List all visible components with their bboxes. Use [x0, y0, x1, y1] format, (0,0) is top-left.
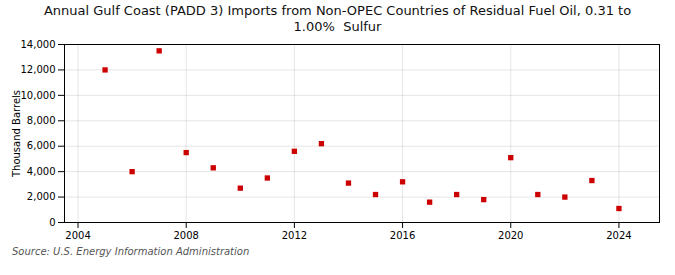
- svg-text:2008: 2008: [173, 230, 198, 241]
- svg-text:2016: 2016: [390, 230, 415, 241]
- svg-text:2020: 2020: [498, 230, 523, 241]
- svg-text:14,000: 14,000: [21, 39, 56, 50]
- svg-text:6,000: 6,000: [27, 141, 56, 152]
- svg-text:2004: 2004: [65, 230, 90, 241]
- svg-text:0: 0: [49, 217, 55, 228]
- svg-text:12,000: 12,000: [21, 64, 56, 75]
- svg-text:2024: 2024: [606, 230, 631, 241]
- svg-text:10,000: 10,000: [21, 90, 56, 101]
- svg-text:4,000: 4,000: [27, 166, 56, 177]
- svg-text:2,000: 2,000: [27, 191, 56, 202]
- svg-text:Thousand Barrels: Thousand Barrels: [11, 90, 22, 178]
- html-text:Source: U.S. Energy Informatio: Source: U.S. Energy Information Administ…: [12, 246, 250, 258]
- svg-text:8,000: 8,000: [27, 115, 56, 126]
- svg-text:2012: 2012: [282, 230, 307, 241]
- html-text:Annual Gulf Coast (PADD 3) Imp: Annual Gulf Coast (PADD 3) Imports from …: [43, 3, 632, 34]
